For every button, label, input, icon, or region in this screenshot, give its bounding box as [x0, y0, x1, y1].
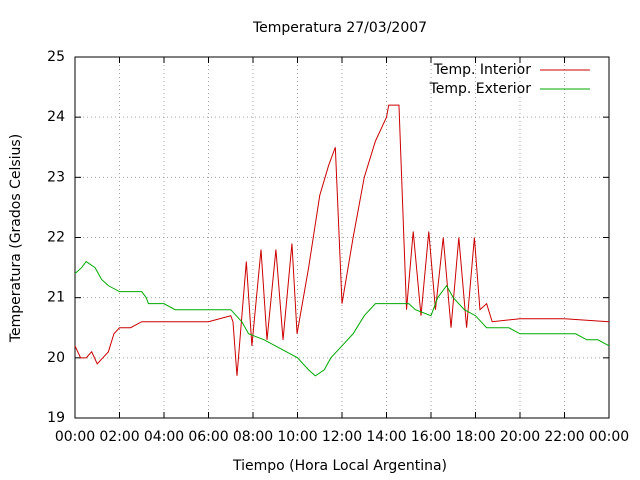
- x-tick-label: 06:00: [188, 429, 228, 445]
- x-tick-label: 14:00: [366, 429, 406, 445]
- x-tick-label: 00:00: [589, 429, 629, 445]
- x-tick-label: 22:00: [544, 429, 584, 445]
- data-line: [74, 260, 610, 377]
- y-tick-label: 20: [47, 350, 65, 366]
- y-tick-label: 19: [47, 410, 65, 426]
- data-line: [74, 104, 610, 376]
- y-tick-label: 23: [47, 169, 65, 185]
- y-tick-label: 22: [47, 230, 65, 246]
- legend-label: Temp. Interior: [433, 62, 532, 78]
- plot-frame: [74, 56, 610, 419]
- chart-title: Temperatura 27/03/2007: [252, 20, 427, 36]
- x-axis-label: Tiempo (Hora Local Argentina): [232, 458, 447, 474]
- y-tick-label: 25: [47, 49, 65, 65]
- x-tick-label: 08:00: [233, 429, 273, 445]
- x-tick-label: 10:00: [277, 429, 317, 445]
- x-tick-label: 20:00: [500, 429, 540, 445]
- x-tick-label: 16:00: [411, 429, 451, 445]
- y-tick-label: 21: [47, 290, 65, 306]
- x-tick-label: 02:00: [99, 429, 139, 445]
- x-tick-label: 12:00: [322, 429, 362, 445]
- y-tick-label: 24: [47, 109, 65, 125]
- x-tick-label: 04:00: [144, 429, 184, 445]
- x-tick-label: 00:00: [55, 429, 95, 445]
- x-tick-label: 18:00: [455, 429, 495, 445]
- y-axis-label: Temperatura (Grados Celsius): [8, 134, 24, 343]
- legend-label: Temp. Exterior: [429, 81, 532, 97]
